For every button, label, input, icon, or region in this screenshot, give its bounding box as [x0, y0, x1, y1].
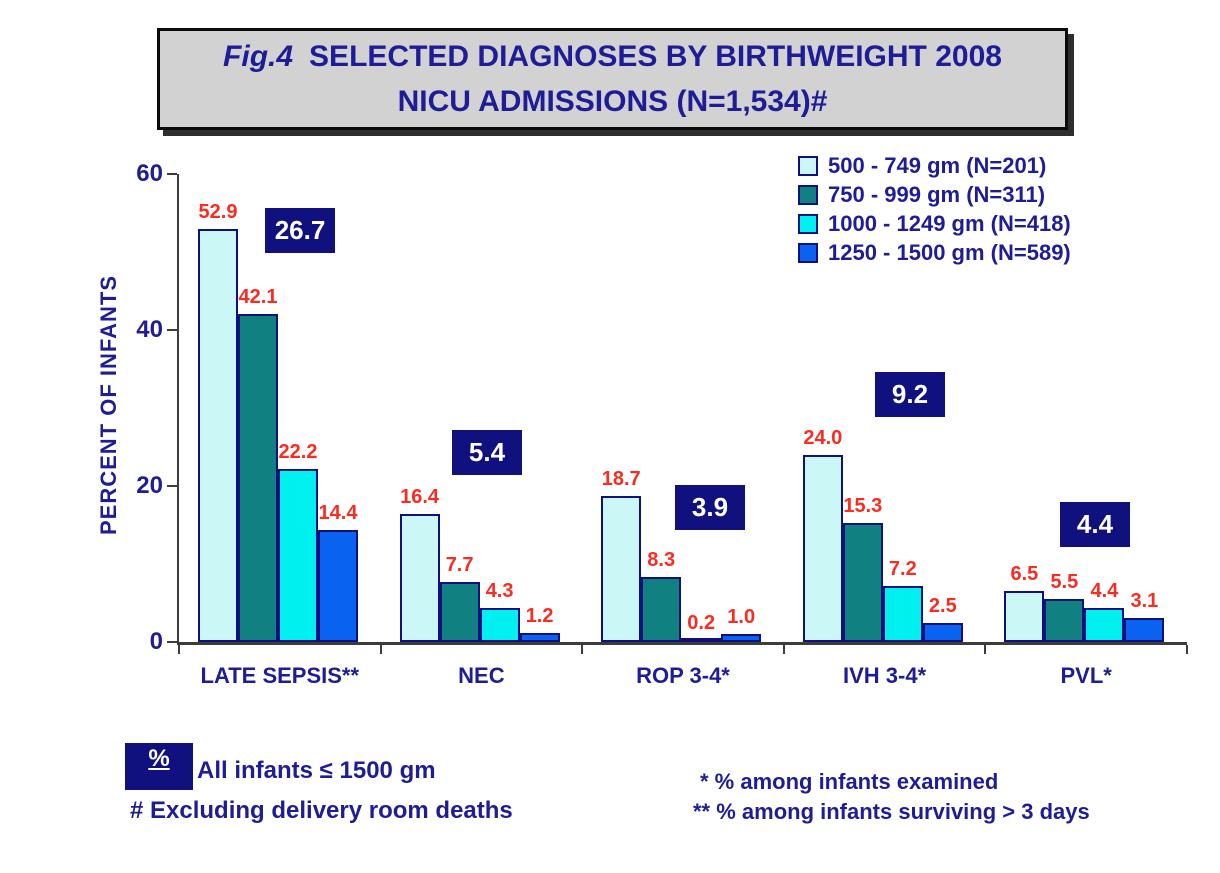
legend-label: 1000 - 1249 gm (N=418) — [828, 210, 1071, 236]
footnote-hash: # Excluding delivery room deaths — [130, 797, 513, 824]
legend-swatch — [798, 213, 818, 234]
bar — [802, 454, 843, 642]
bar-group: 18.7 8.3 0.2 1.0 — [582, 174, 784, 642]
y-axis-tick-label: 40 — [136, 316, 163, 343]
bar — [721, 634, 762, 642]
bar — [681, 638, 722, 642]
bar-group: 24.0 15.3 7.2 2.5 — [784, 174, 986, 642]
bar — [1084, 607, 1125, 642]
bar — [882, 585, 923, 642]
chart-title-line1: Fig.4 SELECTED DIAGNOSES BY BIRTHWEIGHT 2… — [223, 34, 1002, 79]
footnote-all-infants: All infants ≤ 1500 gm — [197, 757, 436, 784]
y-axis-tick-label: 60 — [136, 160, 163, 187]
overall-percent-box: 26.7 — [265, 208, 335, 253]
bar-value-label: 5.5 — [1050, 571, 1079, 594]
x-axis-tick — [178, 645, 180, 654]
category-label: ROP 3-4* — [636, 663, 730, 688]
footnote-star: * % among infants examined — [700, 769, 999, 794]
legend-label: 1250 - 1500 gm (N=589) — [828, 239, 1071, 265]
y-axis-tick-label: 20 — [136, 472, 163, 499]
bar-value-label: 14.4 — [318, 501, 358, 524]
percent-key-symbol: % — [148, 745, 170, 772]
bar-value-label: 2.5 — [928, 594, 957, 617]
category-label: NEC — [458, 663, 505, 688]
bar-value-label: 1.2 — [525, 604, 554, 627]
bar — [519, 632, 560, 642]
bar — [842, 522, 883, 642]
bar — [198, 229, 238, 642]
bar-value-label: 52.9 — [198, 201, 238, 224]
bar-group: 6.5 5.5 4.4 3.1 — [985, 174, 1187, 642]
percent-key-box: % — [125, 743, 193, 790]
legend-item: 500 - 749 gm (N=201) — [798, 151, 1071, 180]
x-axis-tick — [782, 645, 785, 654]
bar — [1004, 591, 1045, 642]
y-axis-tick — [167, 173, 177, 175]
bar-value-label: 18.7 — [601, 468, 641, 491]
bar — [1044, 599, 1085, 642]
bar — [439, 581, 480, 642]
legend-item: 750 - 999 gm (N=311) — [798, 180, 1071, 209]
bar-group: 52.9 42.1 22.2 14.4 — [179, 174, 381, 642]
bar-value-label: 8.3 — [647, 549, 676, 572]
figure-number-label: Fig.4 — [223, 40, 294, 73]
bar — [479, 608, 520, 642]
legend-item: 1250 - 1500 gm (N=589) — [798, 238, 1071, 267]
bar-value-label: 4.4 — [1090, 579, 1119, 602]
bar-value-label: 7.2 — [888, 557, 917, 580]
category-label: LATE SEPSIS** — [200, 663, 360, 688]
bar — [278, 468, 318, 642]
bar-value-label: 7.7 — [445, 553, 474, 576]
legend-label: 750 - 999 gm (N=311) — [828, 181, 1046, 207]
bar-value-label: 24.0 — [803, 426, 843, 449]
legend-swatch — [798, 155, 818, 176]
bar-value-label: 22.2 — [278, 440, 318, 463]
bar — [601, 496, 642, 642]
legend: 500 - 749 gm (N=201) 750 - 999 gm (N=311)… — [798, 151, 1071, 267]
bar — [1124, 617, 1165, 642]
x-axis-tick — [581, 645, 584, 654]
legend-item: 1000 - 1249 gm (N=418) — [798, 209, 1071, 238]
bar — [318, 529, 358, 642]
overall-percent-box: 9.2 — [875, 372, 945, 417]
bar-value-label: 15.3 — [843, 494, 883, 517]
bar-value-label: 1.0 — [727, 606, 756, 629]
bar-value-label: 3.1 — [1130, 589, 1159, 612]
overall-percent-box: 3.9 — [675, 485, 745, 530]
bar-group: 16.4 7.7 4.3 1.2 — [381, 174, 583, 642]
x-axis-tick — [1186, 645, 1188, 654]
footnote-double-star: ** % among infants surviving > 3 days — [693, 799, 1090, 824]
y-axis-tick — [167, 485, 177, 487]
bar-value-label: 0.2 — [687, 612, 716, 635]
bar-value-label: 6.5 — [1010, 563, 1039, 586]
y-axis-tick — [167, 641, 177, 643]
overall-percent-box: 5.4 — [452, 430, 522, 475]
x-axis-tick — [984, 645, 987, 654]
chart-title-line2: NICU ADMISSIONS (N=1,534)# — [397, 85, 828, 118]
category-label: PVL* — [1060, 663, 1112, 688]
bar — [238, 313, 278, 642]
bar-value-label: 16.4 — [400, 486, 440, 509]
plot-area: 0 20 40 60 52.9 42.1 22.2 14.4 LATE SEPSIS** 26.7… — [136, 161, 1188, 688]
bar — [399, 514, 440, 642]
overall-percent-box: 4.4 — [1060, 502, 1130, 547]
chart-title-box: Fig.4 SELECTED DIAGNOSES BY BIRTHWEIGHT 2… — [157, 28, 1068, 130]
bar-value-label: 42.1 — [238, 285, 278, 308]
x-axis-tick — [379, 645, 382, 654]
bar — [922, 622, 963, 642]
legend-label: 500 - 749 gm (N=201) — [828, 152, 1047, 178]
legend-swatch — [798, 184, 818, 205]
legend-swatch — [798, 242, 818, 263]
category-label: IVH 3-4* — [843, 663, 927, 688]
bar-value-label: 4.3 — [485, 580, 514, 603]
y-axis-tick — [167, 329, 177, 331]
y-axis-tick-label: 0 — [149, 628, 163, 655]
chart-title-text: SELECTED DIAGNOSES BY BIRTHWEIGHT 2008 — [309, 40, 1002, 73]
bar — [641, 577, 682, 642]
